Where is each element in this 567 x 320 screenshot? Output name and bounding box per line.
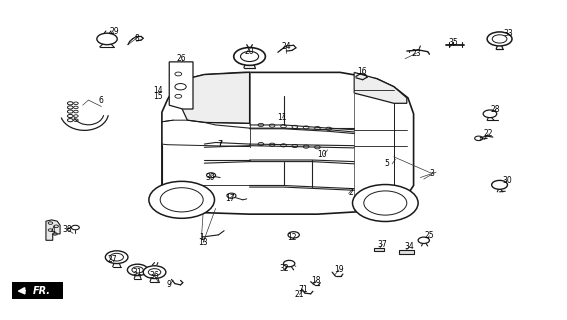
Text: 34: 34 xyxy=(404,242,414,251)
Text: 5: 5 xyxy=(384,159,389,168)
Text: 21: 21 xyxy=(295,290,304,299)
Text: 10: 10 xyxy=(317,150,327,159)
Circle shape xyxy=(105,251,128,264)
Text: 17: 17 xyxy=(225,194,235,204)
Text: 28: 28 xyxy=(491,105,500,114)
Circle shape xyxy=(97,33,117,45)
Circle shape xyxy=(288,232,299,238)
Text: 12: 12 xyxy=(287,233,297,242)
Text: 6: 6 xyxy=(99,96,104,105)
Text: 31: 31 xyxy=(133,268,142,277)
Polygon shape xyxy=(169,62,193,109)
Text: 11: 11 xyxy=(278,114,287,123)
Text: 25: 25 xyxy=(425,231,434,240)
Text: 24: 24 xyxy=(282,42,291,52)
Text: 29: 29 xyxy=(109,28,119,36)
Text: 16: 16 xyxy=(357,67,366,76)
Text: 14: 14 xyxy=(153,86,163,95)
Text: 8: 8 xyxy=(134,34,139,43)
Text: 37: 37 xyxy=(378,240,387,249)
Polygon shape xyxy=(162,72,413,214)
Text: 71: 71 xyxy=(298,285,308,294)
Circle shape xyxy=(487,32,512,46)
Text: 3: 3 xyxy=(429,169,434,178)
Text: 38: 38 xyxy=(62,225,72,234)
Circle shape xyxy=(234,48,265,65)
Text: 1: 1 xyxy=(199,233,204,242)
Text: 13: 13 xyxy=(198,238,208,247)
Text: 22: 22 xyxy=(484,129,493,138)
Circle shape xyxy=(284,260,295,267)
Text: 18: 18 xyxy=(311,276,321,285)
Text: 23: 23 xyxy=(412,49,421,58)
Text: 2: 2 xyxy=(349,188,354,197)
Circle shape xyxy=(418,237,429,244)
Circle shape xyxy=(483,110,497,118)
Polygon shape xyxy=(354,72,407,103)
Polygon shape xyxy=(46,220,60,240)
Text: 32: 32 xyxy=(280,264,289,274)
Bar xyxy=(374,248,384,251)
Text: 27: 27 xyxy=(108,255,117,264)
Circle shape xyxy=(143,266,166,278)
Text: 36: 36 xyxy=(150,271,159,280)
Circle shape xyxy=(149,181,214,218)
Text: 30: 30 xyxy=(502,176,512,185)
Bar xyxy=(399,250,413,254)
Text: 7: 7 xyxy=(218,140,223,149)
Text: 19: 19 xyxy=(334,265,344,275)
Text: 20: 20 xyxy=(245,46,255,56)
Circle shape xyxy=(492,180,507,189)
Text: 4: 4 xyxy=(50,226,55,235)
Text: 33: 33 xyxy=(503,29,514,38)
Polygon shape xyxy=(173,72,249,123)
Text: FR.: FR. xyxy=(32,286,50,296)
Circle shape xyxy=(71,225,79,230)
FancyBboxPatch shape xyxy=(12,282,63,299)
Circle shape xyxy=(128,264,148,276)
Text: 9: 9 xyxy=(167,280,172,289)
Text: 35: 35 xyxy=(448,38,458,47)
Text: 39: 39 xyxy=(205,173,215,182)
Text: 15: 15 xyxy=(153,92,163,101)
Circle shape xyxy=(353,185,418,221)
Text: 26: 26 xyxy=(177,54,187,63)
